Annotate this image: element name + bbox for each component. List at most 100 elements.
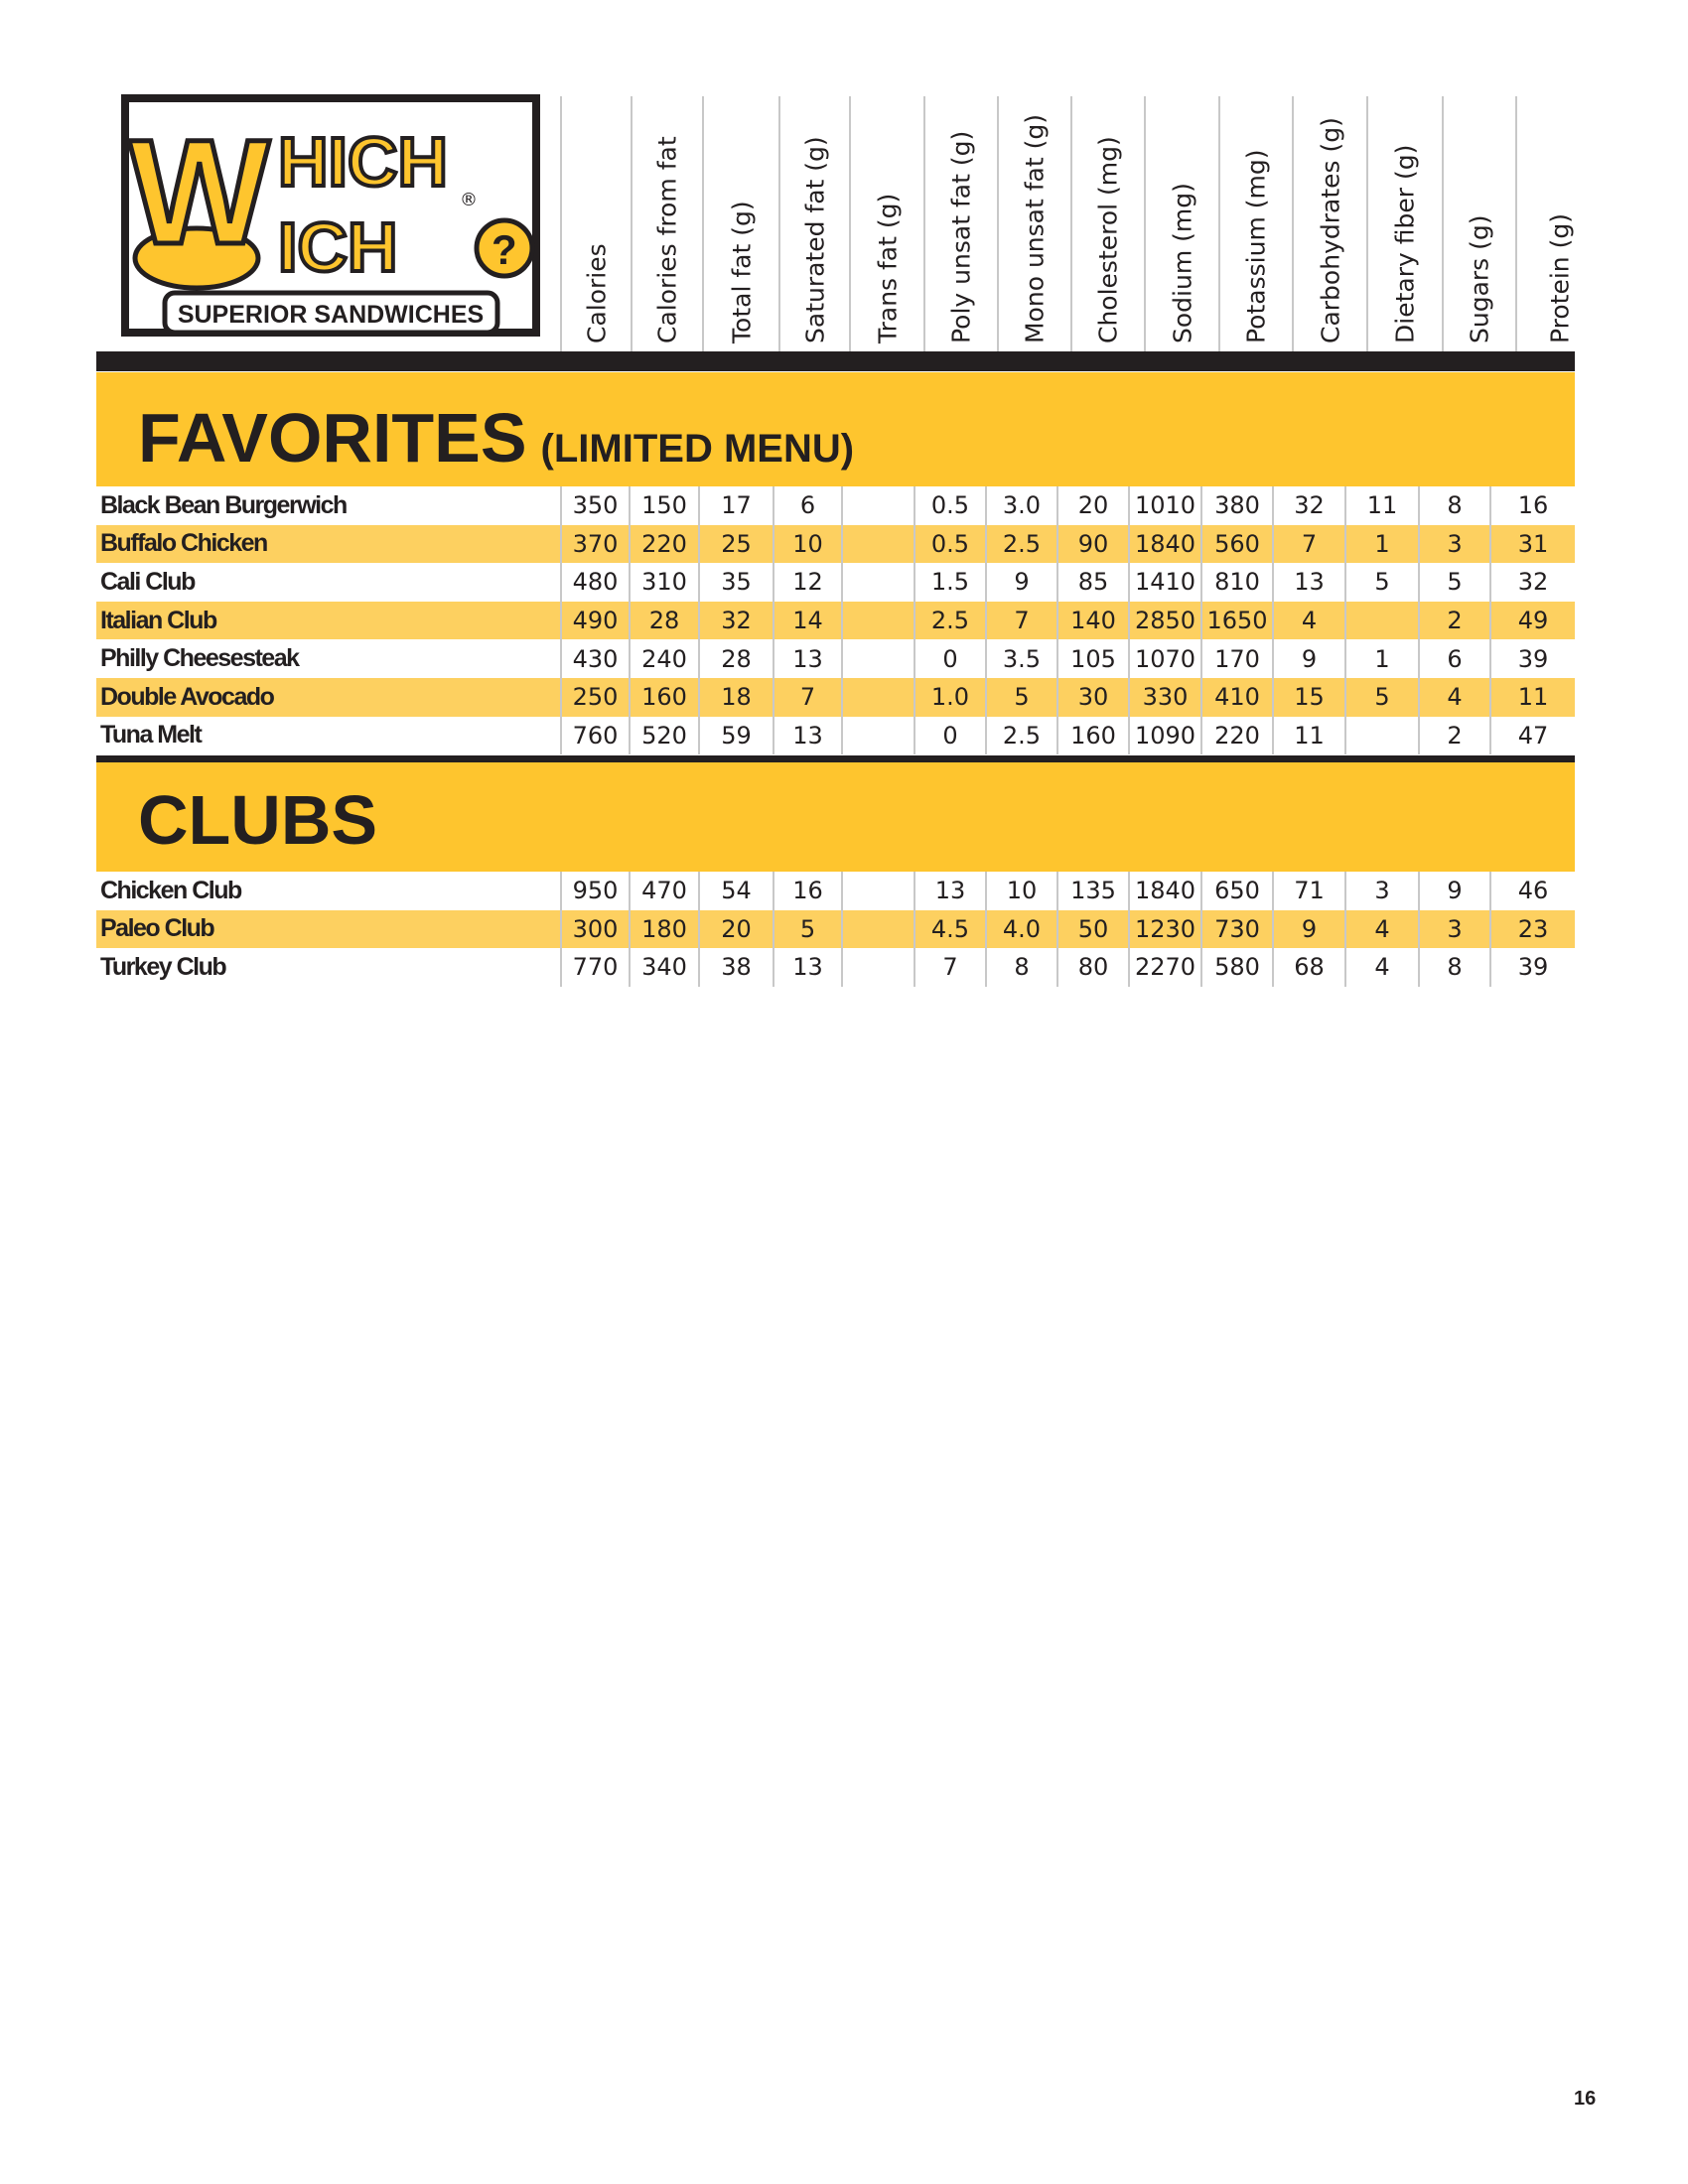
nutrition-value: 13 — [773, 639, 841, 678]
column-header-label: Sugars (g) — [1465, 214, 1494, 343]
table-row: Tuna Melt 760 520 59 13 0 2.5 160 1090 220 11 2 47 — [96, 716, 1575, 755]
nutrition-value: 8 — [1418, 948, 1489, 987]
nutrition-value — [841, 948, 914, 987]
nutrition-value: 2.5 — [985, 524, 1056, 564]
nutrition-value: 470 — [629, 872, 698, 910]
nutrition-value: 11 — [1489, 677, 1575, 717]
nutrition-value: 170 — [1200, 639, 1272, 678]
nutrition-value: 240 — [629, 639, 698, 678]
nutrition-value: 1.5 — [914, 563, 985, 602]
nutrition-value: 16 — [773, 872, 841, 910]
nutrition-value: 54 — [698, 872, 773, 910]
logo-line1: HICH — [278, 123, 448, 201]
nutrition-value: 17 — [698, 486, 773, 525]
nutrition-value: 5 — [1344, 677, 1418, 717]
nutrition-value: 330 — [1128, 677, 1200, 717]
nutrition-value: 8 — [985, 948, 1056, 987]
nutrition-value — [841, 716, 914, 755]
nutrition-value: 5 — [773, 909, 841, 949]
nutrition-value: 9 — [1272, 909, 1344, 949]
nutrition-value: 9 — [1418, 872, 1489, 910]
nutrition-value: 39 — [1489, 948, 1575, 987]
nutrition-value: 5 — [1344, 563, 1418, 602]
nutrition-value: 1 — [1344, 524, 1418, 564]
bread-icon — [132, 225, 261, 291]
logo-tagline: SUPERIOR SANDWICHES — [178, 301, 484, 329]
column-header-label: Carbohydrates (g) — [1316, 117, 1344, 343]
nutrition-value: 7 — [985, 601, 1056, 640]
nutrition-value — [1344, 716, 1418, 755]
item-name: Chicken Club — [100, 876, 242, 904]
nutrition-value: 13 — [914, 872, 985, 910]
nutrition-value: 11 — [1272, 716, 1344, 755]
nutrition-value: 220 — [629, 524, 698, 564]
table-row: Chicken Club 950 470 54 16 13 10 135 1840 650 71 3 9… — [96, 872, 1575, 910]
item-name: Black Bean Burgerwich — [100, 490, 348, 519]
column-header-label: Trans fat (g) — [873, 193, 902, 343]
nutrition-value: 59 — [698, 716, 773, 755]
nutrition-value: 11 — [1344, 486, 1418, 525]
nutrition-value: 220 — [1200, 716, 1272, 755]
nutrition-value: 31 — [1489, 524, 1575, 564]
nutrition-value: 49 — [1489, 601, 1575, 640]
column-header: Saturated fat (g) — [778, 96, 849, 351]
nutrition-value: 28 — [698, 639, 773, 678]
column-header-label: Potassium (mg) — [1241, 149, 1271, 343]
nutrition-value: 14 — [773, 601, 841, 640]
nutrition-value: 0 — [914, 639, 985, 678]
nutrition-value: 16 — [1489, 486, 1575, 525]
column-header-label: Saturated fat (g) — [800, 136, 829, 343]
nutrition-value: 38 — [698, 948, 773, 987]
column-header-label: Calories — [582, 243, 611, 343]
column-header-label: Total fat (g) — [727, 201, 756, 343]
column-header: Potassium (mg) — [1218, 96, 1292, 351]
column-header-label: Calories from fat — [652, 136, 682, 343]
nutrition-value: 8 — [1418, 486, 1489, 525]
nutrition-value: 2.5 — [914, 601, 985, 640]
nutrition-value: 46 — [1489, 872, 1575, 910]
nutrition-value: 350 — [560, 486, 629, 525]
nutrition-value: 2 — [1418, 601, 1489, 640]
nutrition-value: 4 — [1344, 909, 1418, 949]
nutrition-value: 2 — [1418, 716, 1489, 755]
column-header-label: Protein (g) — [1545, 213, 1575, 343]
nutrition-value: 71 — [1272, 872, 1344, 910]
page-number: 16 — [1574, 2088, 1597, 2110]
column-header: Trans fat (g) — [849, 96, 923, 351]
nutrition-value: 1090 — [1128, 716, 1200, 755]
nutrition-value: 35 — [698, 563, 773, 602]
nutrition-value: 340 — [629, 948, 698, 987]
nutrition-value: 20 — [698, 909, 773, 949]
table-row: Buffalo Chicken 370 220 25 10 0.5 2.5 90 1840 560… — [96, 524, 1575, 564]
table-row: Cali Club 480 310 35 12 1.5 9 85 1410 810 13 5 5 32 — [96, 563, 1575, 602]
nutrition-value: 13 — [773, 716, 841, 755]
column-header: Poly unsat fat (g) — [923, 96, 997, 351]
nutrition-value: 7 — [1272, 524, 1344, 564]
nutrition-value: 1410 — [1128, 563, 1200, 602]
nutrition-value: 580 — [1200, 948, 1272, 987]
nutrition-value: 5 — [985, 677, 1056, 717]
section-divider — [96, 755, 1575, 762]
nutrition-value: 520 — [629, 716, 698, 755]
section-subtitle: (LIMITED MENU) — [540, 427, 855, 471]
column-header: Calories from fat — [631, 96, 702, 351]
nutrition-value: 50 — [1056, 909, 1128, 949]
nutrition-value: 370 — [560, 524, 629, 564]
nutrition-value: 1840 — [1128, 524, 1200, 564]
nutrition-value: 13 — [1272, 563, 1344, 602]
nutrition-value: 3.5 — [985, 639, 1056, 678]
nutrition-value: 3 — [1418, 524, 1489, 564]
nutrition-value: 4.0 — [985, 909, 1056, 949]
table-row: Italian Club 490 28 32 14 2.5 7 140 2850 1650 4 2 49 — [96, 601, 1575, 640]
column-header: Total fat (g) — [702, 96, 778, 351]
nutrition-value: 1230 — [1128, 909, 1200, 949]
logo-line2: ICH — [278, 208, 398, 286]
nutrition-value: 1840 — [1128, 872, 1200, 910]
nutrition-value — [841, 677, 914, 717]
table-row: Philly Cheesesteak 430 240 28 13 0 3.5 105 1070 1… — [96, 639, 1575, 678]
item-name: Paleo Club — [100, 914, 215, 943]
nutrition-value: 30 — [1056, 677, 1128, 717]
column-header-label: Mono unsat fat (g) — [1020, 114, 1050, 343]
nutrition-value — [841, 601, 914, 640]
nutrition-value: 0.5 — [914, 486, 985, 525]
